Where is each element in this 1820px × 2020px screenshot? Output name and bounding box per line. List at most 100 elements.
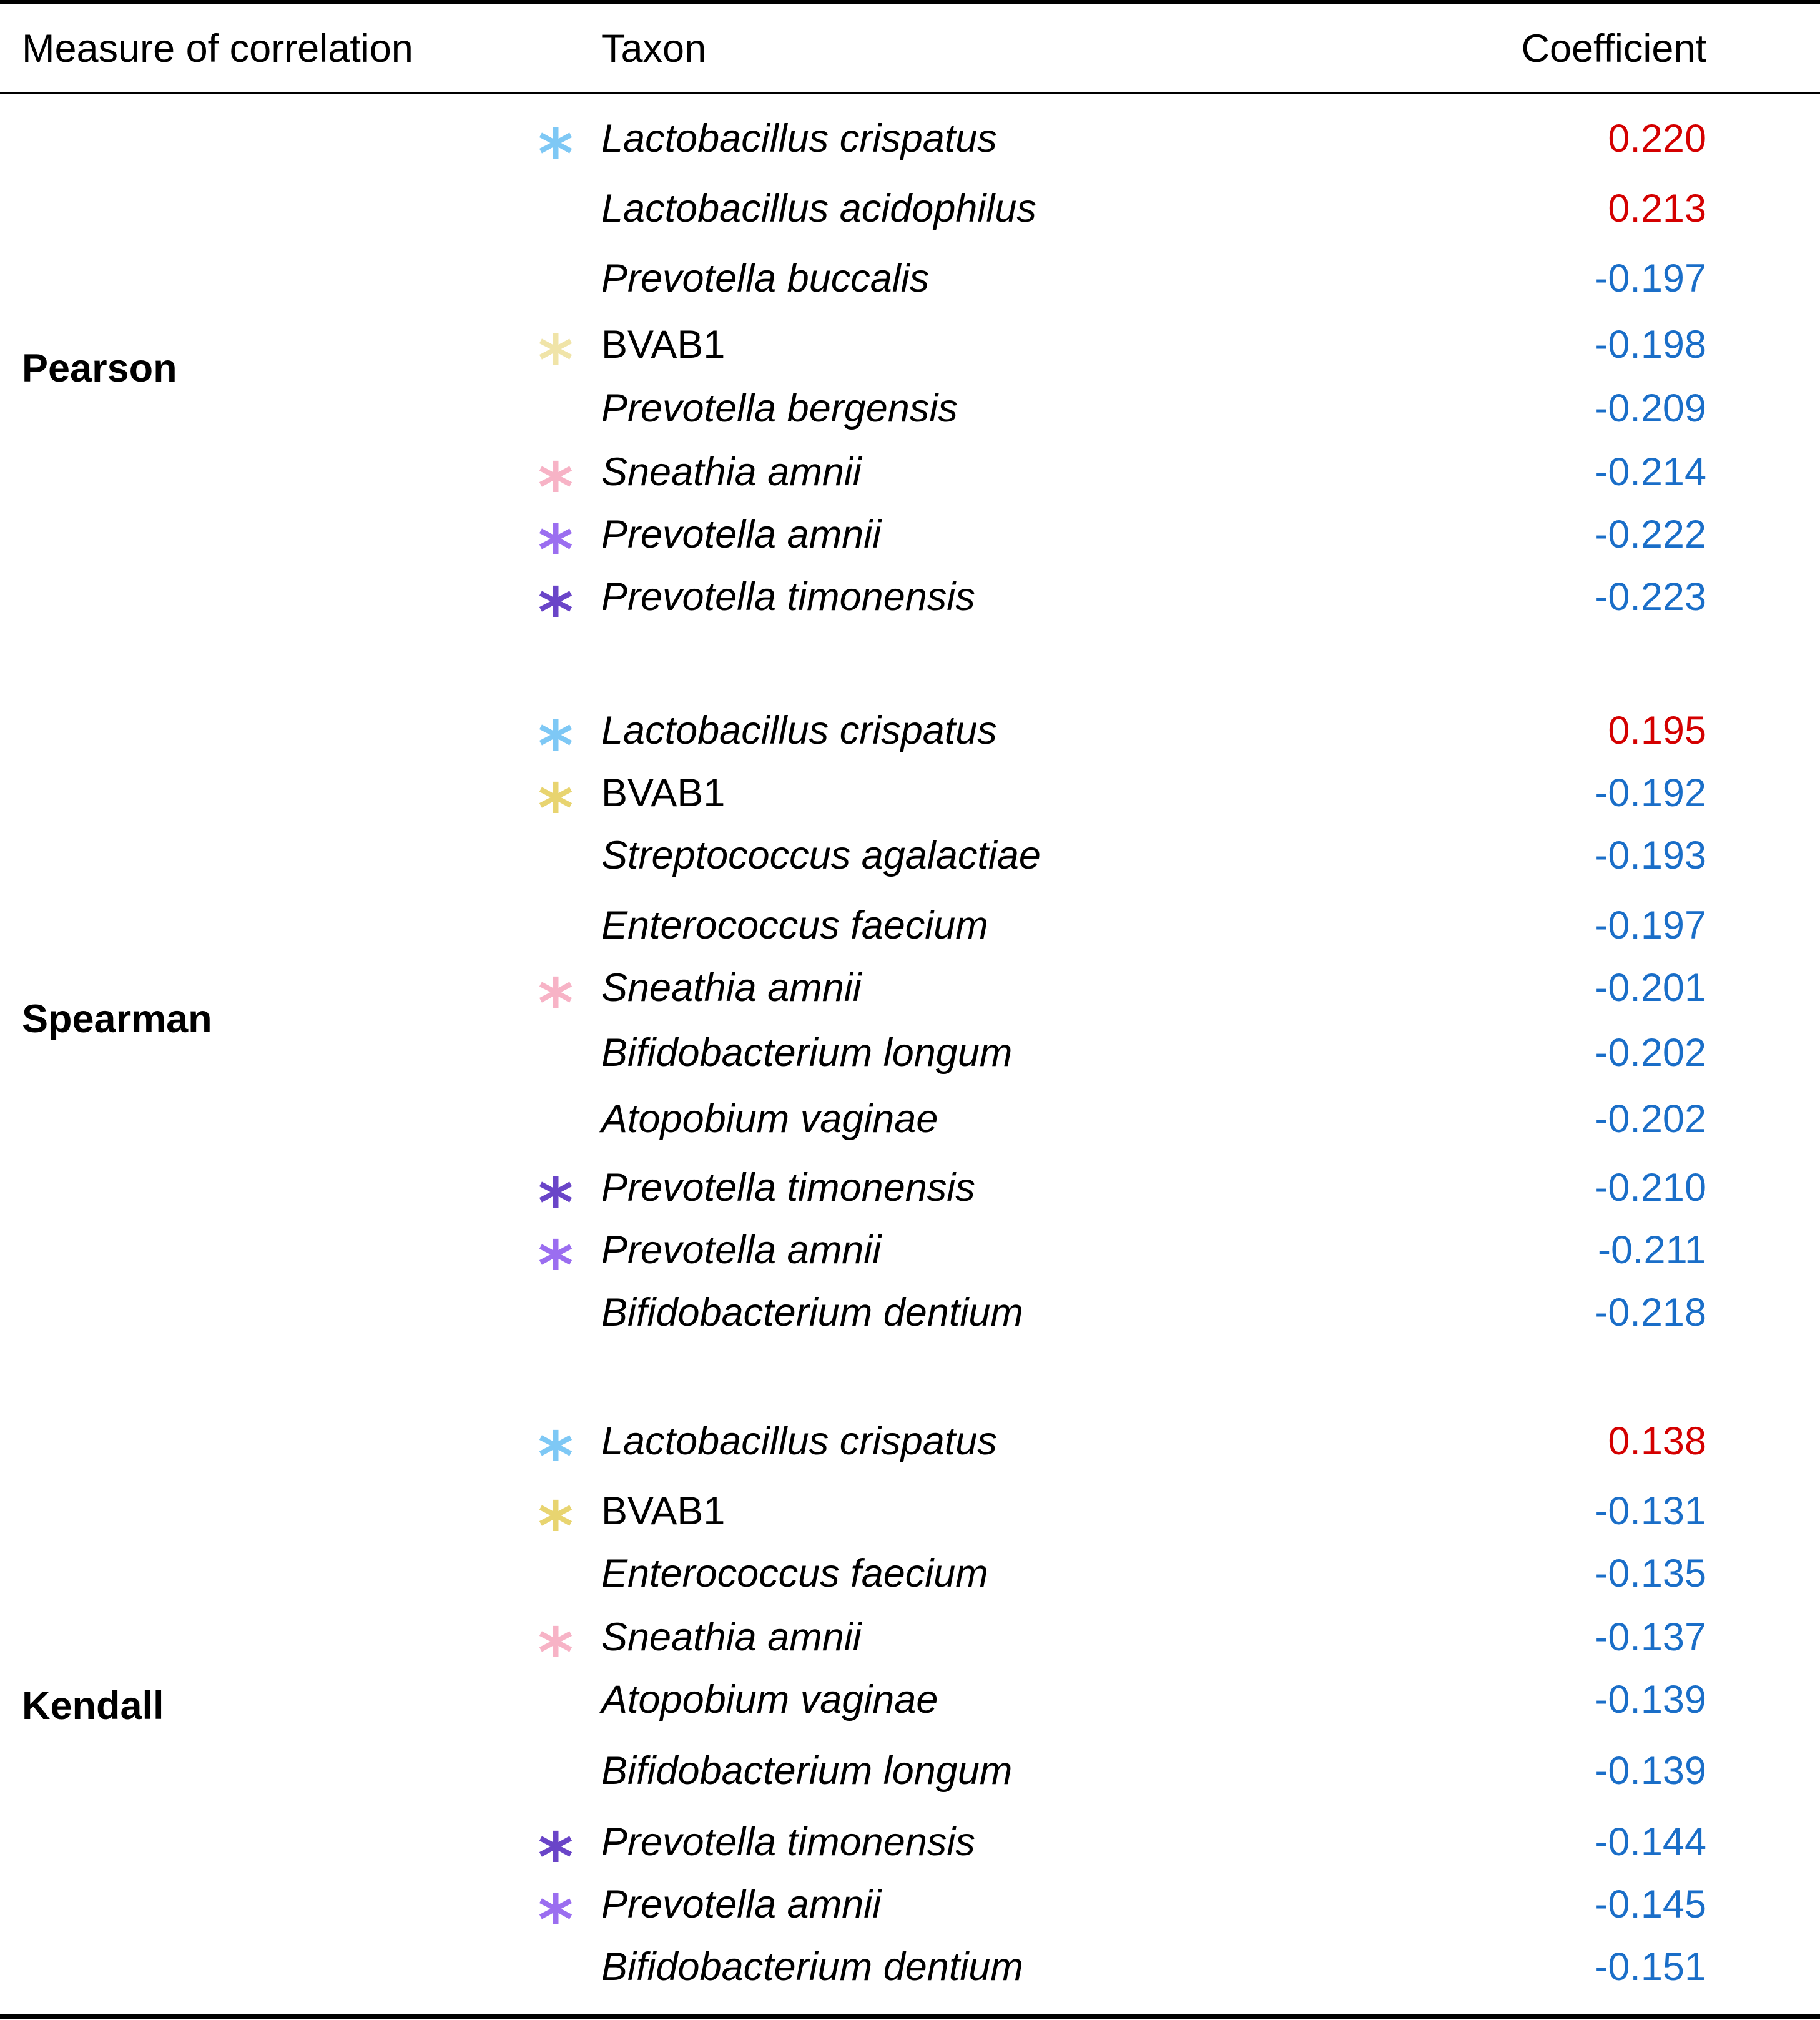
table-row: * BVAB1 -0.192: [0, 770, 1820, 848]
taxon-name: Prevotella amnii: [601, 513, 882, 556]
table-row: * Prevotella amnii -0.145: [0, 1881, 1820, 1959]
table-row: * Prevotella timonensis -0.223: [0, 574, 1820, 652]
table-row: * BVAB1 -0.198: [0, 322, 1820, 400]
table-row: * BVAB1 -0.131: [0, 1488, 1820, 1566]
coefficient-value: -0.201: [1595, 966, 1706, 1010]
taxon-name: Lactobacillus crispatus: [601, 709, 997, 752]
asterisk-marker-icon: *: [538, 1614, 574, 1692]
taxon-name: BVAB1: [601, 771, 726, 815]
asterisk-marker-icon: *: [538, 1881, 574, 1959]
taxon-name: Bifidobacterium dentium: [601, 1291, 1023, 1334]
asterisk-marker-icon: *: [538, 1418, 574, 1496]
coefficient-value: -0.131: [1595, 1489, 1706, 1533]
taxon-name: Sneathia amnii: [601, 966, 862, 1010]
taxon-name: Lactobacillus crispatus: [601, 1419, 997, 1463]
table-row: * Lactobacillus crispatus 0.220: [0, 116, 1820, 194]
coefficient-value: -0.192: [1595, 771, 1706, 815]
header-coefficient: Coefficient: [1521, 27, 1706, 71]
taxon-name: Streptococcus agalactiae: [601, 834, 1041, 877]
asterisk-marker-icon: *: [538, 770, 574, 848]
asterisk-marker-icon: *: [538, 574, 574, 652]
taxon-name: Prevotella buccalis: [601, 257, 930, 300]
taxon-name: Sneathia amnii: [601, 450, 862, 494]
table-row: Lactobacillus acidophilus 0.213: [0, 186, 1820, 231]
coefficient-value: -0.218: [1595, 1291, 1706, 1334]
coefficient-value: -0.202: [1595, 1031, 1706, 1075]
table-row: * Sneathia amnii -0.214: [0, 449, 1820, 527]
taxon-name: Enterococcus faecium: [601, 1552, 988, 1595]
asterisk-marker-icon: *: [538, 1488, 574, 1566]
coefficient-value: -0.135: [1595, 1552, 1706, 1595]
taxon-name: Prevotella timonensis: [601, 575, 975, 619]
coefficient-value: 0.195: [1608, 709, 1706, 752]
table-row: * Lactobacillus crispatus 0.138: [0, 1418, 1820, 1496]
group-label-spearman: Spearman: [22, 997, 212, 1041]
table-row: Enterococcus faecium -0.197: [0, 903, 1820, 948]
coefficient-value: -0.198: [1595, 323, 1706, 367]
asterisk-marker-icon: *: [538, 707, 574, 786]
table-row: Bifidobacterium longum -0.139: [0, 1748, 1820, 1793]
coefficient-value: -0.145: [1595, 1883, 1706, 1926]
header-measure-of-correlation: Measure of correlation: [22, 27, 413, 71]
asterisk-marker-icon: *: [538, 449, 574, 527]
coefficient-value: -0.197: [1595, 257, 1706, 300]
table-row: Atopobium vaginae -0.202: [0, 1096, 1820, 1141]
top-rule: [0, 0, 1820, 4]
coefficient-value: 0.138: [1608, 1419, 1706, 1463]
taxon-name: BVAB1: [601, 1489, 726, 1533]
table-row: Atopobium vaginae -0.139: [0, 1677, 1820, 1722]
coefficient-value: -0.197: [1595, 904, 1706, 947]
coefficient-value: -0.211: [1598, 1228, 1706, 1272]
coefficient-value: -0.144: [1595, 1820, 1706, 1864]
taxon-name: Bifidobacterium longum: [601, 1749, 1013, 1793]
group-label-kendall: Kendall: [22, 1684, 164, 1728]
taxon-name: Prevotella amnii: [601, 1228, 882, 1272]
taxon-name: Sneathia amnii: [601, 1615, 862, 1659]
table-row: Bifidobacterium dentium -0.151: [0, 1944, 1820, 1989]
coefficient-value: -0.193: [1595, 834, 1706, 877]
table-row: * Prevotella timonensis -0.210: [0, 1165, 1820, 1243]
header-taxon: Taxon: [601, 27, 707, 71]
header-rule: [0, 92, 1820, 94]
taxon-name: Atopobium vaginae: [601, 1678, 938, 1722]
table-row: * Sneathia amnii -0.201: [0, 965, 1820, 1043]
asterisk-marker-icon: *: [538, 116, 574, 194]
coefficient-value: -0.139: [1595, 1678, 1706, 1722]
bottom-rule: [0, 2014, 1820, 2019]
asterisk-marker-icon: *: [538, 322, 574, 400]
taxon-name: Lactobacillus acidophilus: [601, 187, 1036, 230]
coefficient-value: -0.139: [1595, 1749, 1706, 1793]
taxon-name: Atopobium vaginae: [601, 1097, 938, 1141]
asterisk-marker-icon: *: [538, 965, 574, 1043]
coefficient-value: -0.210: [1595, 1166, 1706, 1210]
coefficient-value: 0.213: [1608, 187, 1706, 230]
group-label-pearson: Pearson: [22, 347, 177, 390]
table-row: * Lactobacillus crispatus 0.195: [0, 707, 1820, 786]
table-row: Enterococcus faecium -0.135: [0, 1551, 1820, 1596]
asterisk-marker-icon: *: [538, 1165, 574, 1243]
coefficient-value: -0.223: [1595, 575, 1706, 619]
taxon-name: Bifidobacterium dentium: [601, 1945, 1023, 1989]
taxon-name: Bifidobacterium longum: [601, 1031, 1013, 1075]
table-row: * Sneathia amnii -0.137: [0, 1614, 1820, 1692]
coefficient-value: 0.220: [1608, 117, 1706, 160]
taxon-name: Prevotella bergensis: [601, 387, 958, 430]
coefficient-value: -0.151: [1595, 1945, 1706, 1989]
taxon-name: BVAB1: [601, 323, 726, 367]
table-row: Streptococcus agalactiae -0.193: [0, 833, 1820, 878]
coefficient-value: -0.222: [1595, 513, 1706, 556]
taxon-name: Prevotella amnii: [601, 1883, 882, 1926]
coefficient-value: -0.202: [1595, 1097, 1706, 1141]
table-row: Bifidobacterium longum -0.202: [0, 1030, 1820, 1075]
taxon-name: Prevotella timonensis: [601, 1820, 975, 1864]
taxon-name: Enterococcus faecium: [601, 904, 988, 947]
taxon-name: Prevotella timonensis: [601, 1166, 975, 1210]
table-row: * Prevotella amnii -0.211: [0, 1228, 1820, 1305]
asterisk-marker-icon: *: [538, 1819, 574, 1897]
taxon-name: Lactobacillus crispatus: [601, 117, 997, 160]
table-row: Prevotella bergensis -0.209: [0, 386, 1820, 431]
table-row: Prevotella buccalis -0.197: [0, 256, 1820, 301]
asterisk-marker-icon: *: [538, 511, 574, 589]
coefficient-value: -0.214: [1595, 450, 1706, 494]
coefficient-value: -0.137: [1595, 1615, 1706, 1659]
